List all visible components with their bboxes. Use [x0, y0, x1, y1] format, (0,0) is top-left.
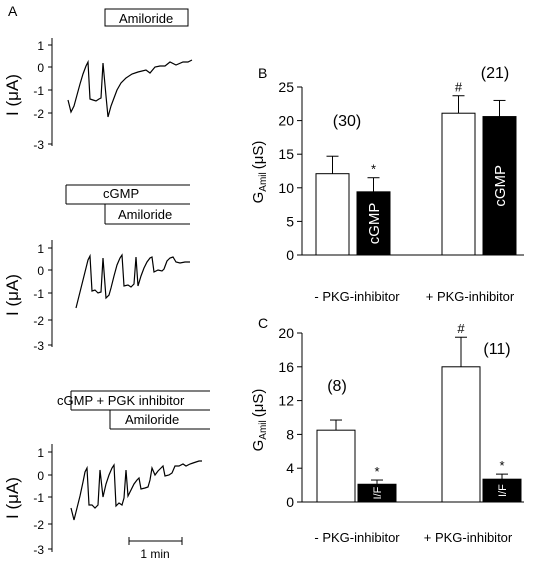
panel-c-ylabel-unit: (μS) [250, 389, 267, 418]
trace-3-ytick: -3 [33, 543, 44, 557]
panel-c-significance-mark: * [374, 464, 379, 479]
panel-c-group-label: - PKG-inhibitor [314, 530, 400, 545]
panel-c-bar [441, 366, 481, 503]
panel-c-n-label: (8) [327, 378, 347, 395]
trace-2-ytick: 0 [37, 264, 44, 278]
trace-2-ytick: -2 [33, 314, 44, 328]
panel-b-n-label: (21) [481, 65, 509, 82]
trace-3-ytick: -2 [33, 518, 44, 532]
trace-3-ytick: 1 [37, 446, 44, 460]
trace-2-ytick: 1 [37, 242, 44, 256]
trace-2-cgmp-label: cGMP [103, 186, 139, 201]
trace-3-cgmp-label: cGMP + PGK inhibitor [57, 393, 185, 408]
trace-2-cgmp-bar [65, 184, 190, 205]
trace-3: cGMP + PGK inhibitor Amiloride 1 0 -1 -2… [3, 390, 210, 561]
panel-c-ytick-label: 16 [278, 359, 294, 375]
panel-b-bar [315, 173, 350, 256]
panel-c-bar-label: I/F [497, 484, 509, 497]
trace-1-ytick: 1 [37, 39, 44, 53]
panel-b-ytick-label: 0 [286, 247, 294, 263]
trace-2-ytick: -3 [33, 339, 44, 353]
panel-c-ytick-label: 8 [286, 426, 294, 442]
panel-b-ylabel-unit: (μS) [250, 141, 267, 170]
trace-2-current [75, 253, 190, 309]
trace-3-cgmp-bar [70, 390, 210, 411]
panel-c-ticks: 0 4 8 12 16 20 [278, 325, 302, 510]
panel-c-ylabel-sub: Amil [258, 420, 269, 439]
trace-2: cGMP Amiloride 1 0 -1 -2 -3 I (μA) [3, 184, 190, 353]
trace-2-amiloride-bar [104, 204, 190, 225]
panel-c: 0 4 8 12 16 20 GAmil (μS) I/F * # I/F * - PKG-inhi… [250, 321, 524, 545]
panel-c-n-label: (11) [483, 341, 510, 358]
panel-c-bar [482, 478, 522, 503]
panel-b-group-label: - PKG-inhibitor [314, 289, 400, 304]
trace-2-amiloride-label: Amiloride [118, 207, 172, 222]
panel-b-ticks: 0 5 10 15 20 25 [278, 79, 302, 263]
trace-1-ylabel: I (μA) [3, 74, 22, 116]
trace-3-amiloride-label: Amiloride [125, 412, 179, 427]
panel-b-ytick-label: 15 [278, 146, 294, 162]
trace-3-ytick: -1 [33, 491, 44, 505]
panel-c-bar-label: I/F [372, 486, 384, 499]
panel-b-bars: cGMP * # cGMP [315, 80, 517, 256]
panel-c-ytick-label: 20 [278, 325, 294, 341]
panel-c-significance-mark: * [499, 458, 504, 473]
trace-3-current [70, 460, 202, 521]
panel-b-ylabel: GAmil (μS) [250, 141, 269, 204]
panel-c-bar [357, 483, 397, 503]
panel-c-ylabel-main: G [250, 440, 267, 452]
panel-b-significance-mark: # [455, 80, 463, 95]
panel-c-group-label: + PKG-inhibitor [424, 530, 513, 545]
trace-1-amiloride-bar [104, 8, 189, 27]
panel-b-group-label: + PKG-inhibitor [426, 289, 515, 304]
panel-b: 0 5 10 15 20 25 GAmil (μS) cGMP * # cGMP - PKG-in… [250, 65, 524, 304]
trace-2-ylabel: I (μA) [3, 274, 22, 316]
panel-b-bar-label: cGMP [366, 203, 383, 245]
panel-b-bar [356, 191, 391, 256]
trace-3-ylabel: I (μA) [3, 477, 22, 519]
panel-b-ylabel-sub: Amil [258, 172, 269, 191]
trace-2-ytick: -1 [33, 287, 44, 301]
panel-b-ytick-label: 20 [278, 113, 294, 129]
trace-1-current [67, 59, 193, 118]
time-scalebar [128, 537, 183, 545]
trace-1-ytick: -2 [33, 107, 44, 121]
trace-1-ytick: -3 [33, 138, 44, 152]
panel-c-ylabel: GAmil (μS) [250, 389, 269, 452]
panel-c-significance-mark: # [457, 321, 465, 336]
panel-b-bar [482, 116, 517, 256]
panel-c-bar [316, 429, 356, 503]
panel-c-bars: I/F * # I/F * [316, 321, 522, 503]
panel-b-ylabel-main: G [250, 192, 267, 204]
panel-b-ytick-label: 25 [278, 79, 294, 95]
panel-c-ytick-label: 0 [286, 494, 294, 510]
trace-3-amiloride-bar [109, 410, 210, 430]
panel-c-ytick-label: 12 [278, 393, 294, 409]
trace-1-ytick: 0 [37, 61, 44, 75]
trace-1-ytick: -1 [33, 84, 44, 98]
panel-b-bar [441, 112, 476, 256]
panel-b-ytick-label: 10 [278, 180, 294, 196]
panel-label-b: B [258, 65, 267, 81]
panel-c-ytick-label: 4 [286, 460, 294, 476]
panel-b-significance-mark: * [371, 162, 376, 177]
panel-b-bar-label: cGMP [492, 165, 509, 207]
time-scalebar-label: 1 min [140, 547, 169, 561]
panel-b-ytick-label: 5 [286, 213, 294, 229]
trace-1: Amiloride 1 0 -1 -2 -3 I (μA) [3, 8, 193, 152]
panel-label-c: C [258, 315, 268, 331]
trace-3-ytick: 0 [37, 469, 44, 483]
trace-1-amiloride-label: Amiloride [119, 11, 173, 26]
panel-label-a: A [8, 3, 18, 19]
panel-b-n-label: (30) [333, 113, 361, 130]
